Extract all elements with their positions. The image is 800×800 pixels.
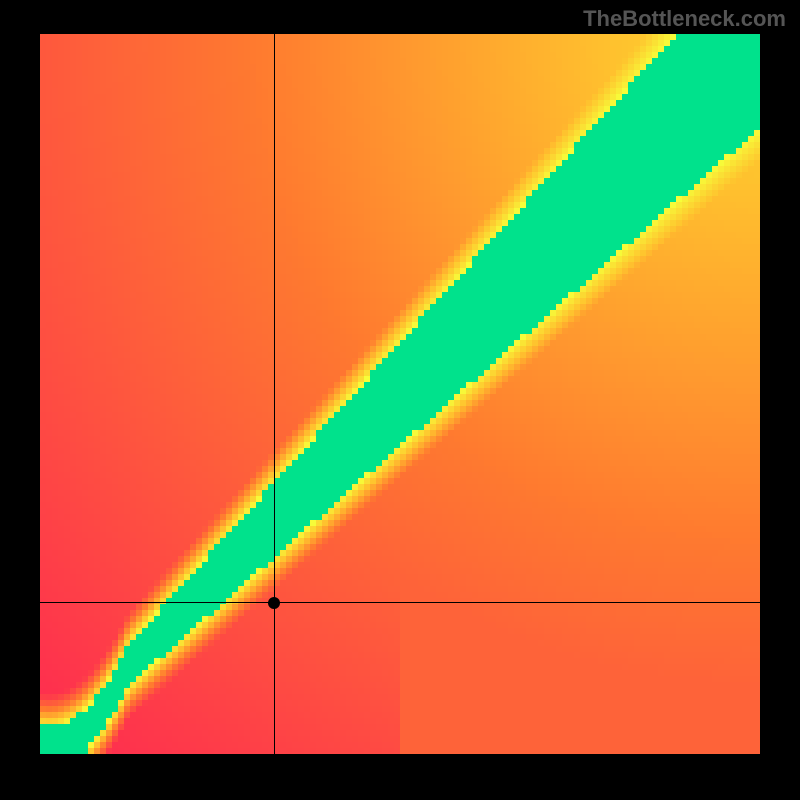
heatmap-canvas [40, 34, 760, 754]
watermark-text: TheBottleneck.com [583, 6, 786, 32]
crosshair-marker [268, 597, 280, 609]
plot-area [40, 34, 760, 754]
crosshair-horizontal [40, 602, 760, 603]
chart-container: TheBottleneck.com [0, 0, 800, 800]
crosshair-vertical [274, 34, 275, 754]
